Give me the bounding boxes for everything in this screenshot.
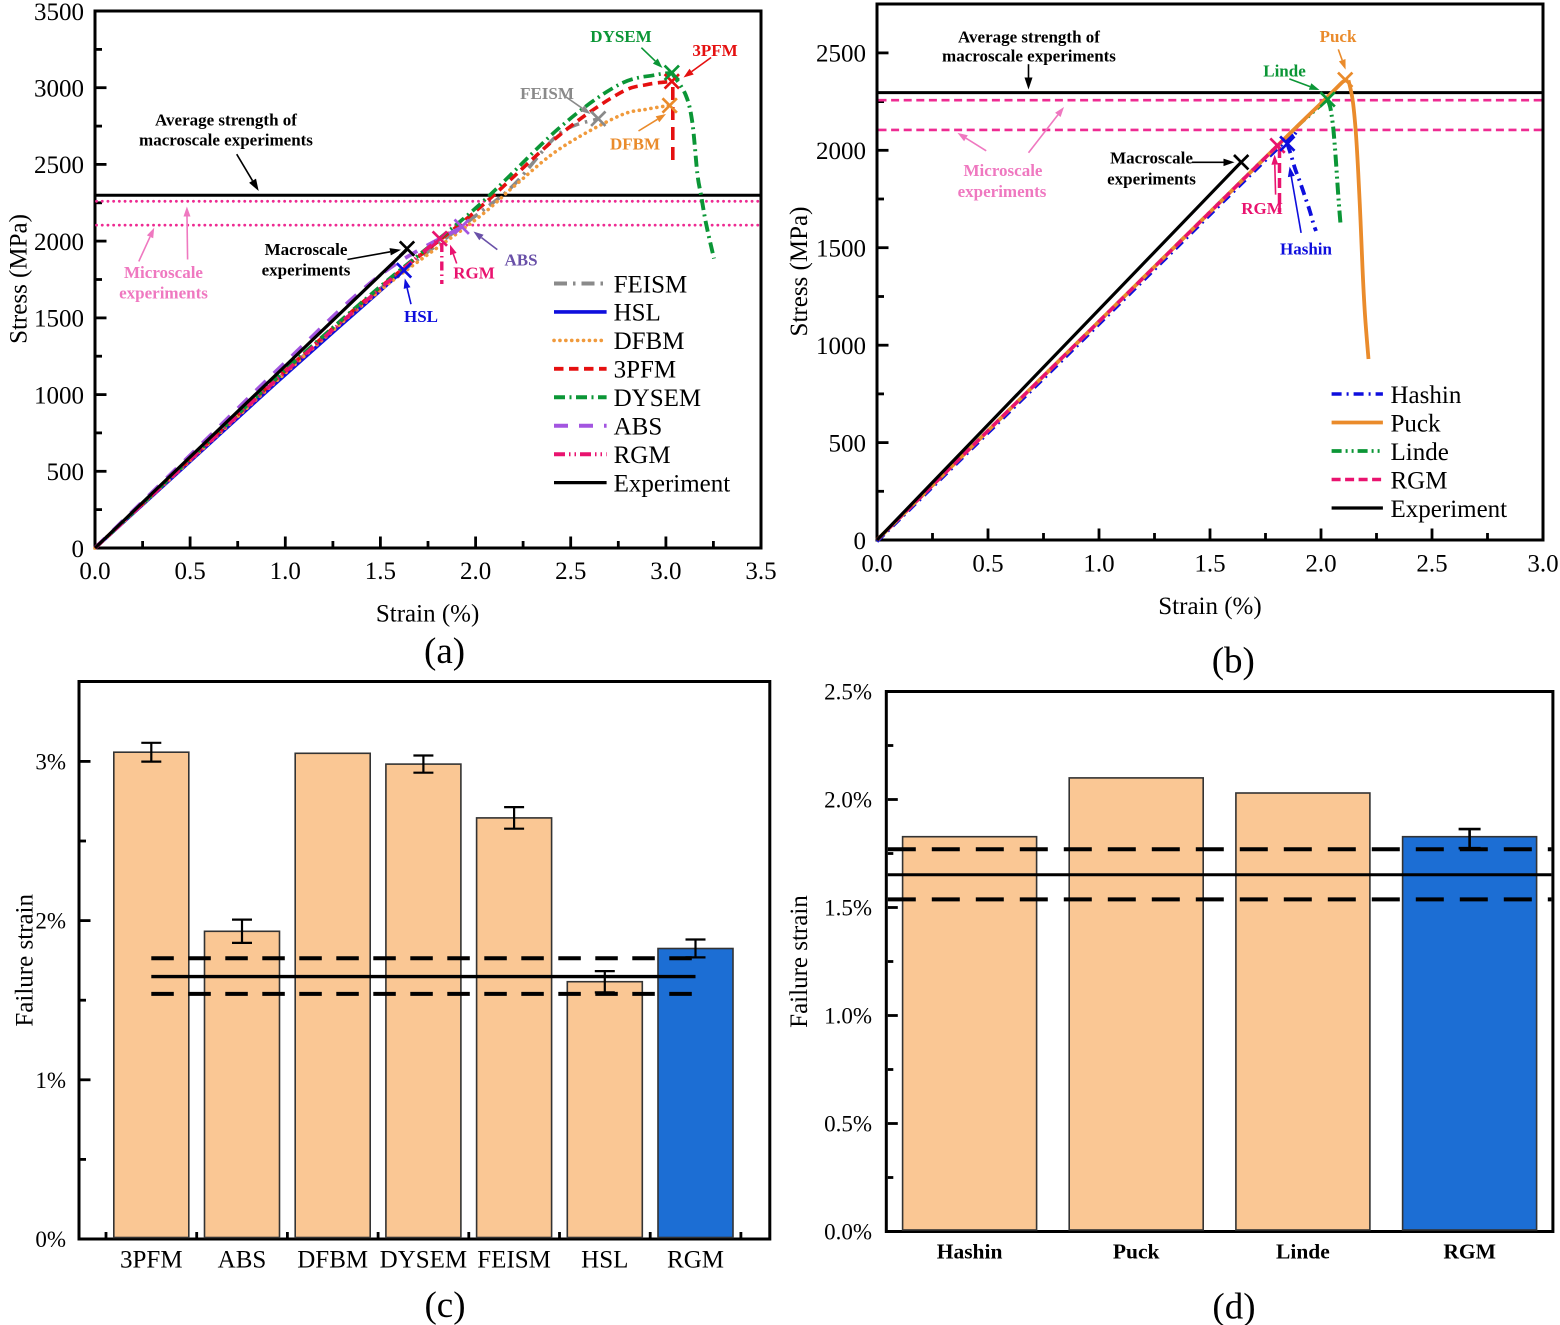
svg-text:HSL: HSL xyxy=(614,300,661,327)
svg-text:Strain (%): Strain (%) xyxy=(1158,593,1261,620)
svg-text:Macroscale: Macroscale xyxy=(1110,148,1193,167)
svg-text:experiments: experiments xyxy=(958,182,1047,201)
svg-text:Hashin: Hashin xyxy=(1280,239,1333,258)
svg-text:3000: 3000 xyxy=(34,75,84,102)
svg-text:500: 500 xyxy=(47,459,85,486)
svg-text:2000: 2000 xyxy=(816,138,866,165)
svg-text:experiments: experiments xyxy=(119,283,208,302)
svg-text:2500: 2500 xyxy=(34,152,84,179)
svg-text:Puck: Puck xyxy=(1391,410,1442,437)
svg-text:RGM: RGM xyxy=(1443,1240,1496,1264)
svg-text:Puck: Puck xyxy=(1113,1240,1160,1264)
svg-text:3.0: 3.0 xyxy=(650,558,681,585)
svg-text:Linde: Linde xyxy=(1276,1240,1330,1264)
svg-text:Failure strain: Failure strain xyxy=(786,895,813,1028)
svg-text:FEISM: FEISM xyxy=(477,1246,551,1273)
svg-text:Hashin: Hashin xyxy=(937,1240,1003,1264)
svg-text:1.0%: 1.0% xyxy=(824,1004,872,1029)
svg-text:2.5: 2.5 xyxy=(555,558,586,585)
svg-text:DYSEM: DYSEM xyxy=(590,27,651,46)
svg-text:1500: 1500 xyxy=(34,306,84,333)
svg-text:0.0: 0.0 xyxy=(861,550,892,577)
svg-text:Stress (MPa): Stress (MPa) xyxy=(786,207,813,337)
svg-text:1.0: 1.0 xyxy=(1083,550,1114,577)
svg-text:3PFM: 3PFM xyxy=(692,41,737,60)
svg-text:DFBM: DFBM xyxy=(614,328,685,355)
svg-text:(a): (a) xyxy=(424,631,465,672)
svg-text:ABS: ABS xyxy=(614,413,663,440)
svg-text:1500: 1500 xyxy=(816,235,866,262)
svg-text:0%: 0% xyxy=(35,1227,66,1252)
svg-text:RGM: RGM xyxy=(667,1246,724,1273)
svg-text:3.5: 3.5 xyxy=(745,558,776,585)
svg-text:1.5: 1.5 xyxy=(365,558,396,585)
svg-text:DFBM: DFBM xyxy=(297,1246,368,1273)
svg-text:0.5: 0.5 xyxy=(174,558,205,585)
svg-text:macroscale experiments: macroscale experiments xyxy=(942,46,1116,65)
svg-text:3%: 3% xyxy=(35,749,66,774)
svg-text:ABS: ABS xyxy=(218,1246,267,1273)
svg-text:2500: 2500 xyxy=(816,41,866,68)
svg-text:0.0: 0.0 xyxy=(79,558,110,585)
svg-text:RGM: RGM xyxy=(1391,467,1448,494)
svg-text:Average strength of: Average strength of xyxy=(155,111,297,130)
svg-text:1.5%: 1.5% xyxy=(824,896,872,921)
svg-text:500: 500 xyxy=(829,430,867,457)
svg-text:2.0: 2.0 xyxy=(460,558,491,585)
svg-text:Macroscale: Macroscale xyxy=(265,240,348,259)
svg-text:Microscale: Microscale xyxy=(124,263,203,282)
svg-text:3.0: 3.0 xyxy=(1527,550,1558,577)
svg-text:FEISM: FEISM xyxy=(614,271,688,298)
svg-text:1%: 1% xyxy=(35,1068,66,1093)
svg-text:FEISM: FEISM xyxy=(520,84,574,103)
svg-text:0.5: 0.5 xyxy=(972,550,1003,577)
svg-text:Experiment: Experiment xyxy=(1391,496,1508,523)
svg-text:Experiment: Experiment xyxy=(614,470,731,497)
svg-text:(c): (c) xyxy=(424,1285,465,1325)
svg-text:2.5%: 2.5% xyxy=(824,680,872,705)
svg-text:Strain (%): Strain (%) xyxy=(376,600,479,627)
svg-text:Failure strain: Failure strain xyxy=(12,893,39,1026)
svg-text:0.5%: 0.5% xyxy=(824,1112,872,1137)
svg-text:(b): (b) xyxy=(1212,640,1255,681)
svg-text:3500: 3500 xyxy=(34,0,84,26)
svg-text:1.0: 1.0 xyxy=(270,558,301,585)
svg-text:0.0%: 0.0% xyxy=(824,1220,872,1245)
svg-text:3PFM: 3PFM xyxy=(120,1246,183,1273)
svg-text:experiments: experiments xyxy=(1107,170,1196,189)
svg-text:(d): (d) xyxy=(1212,1286,1255,1325)
svg-text:1000: 1000 xyxy=(34,382,84,409)
svg-text:ABS: ABS xyxy=(504,250,537,269)
svg-text:macroscale experiments: macroscale experiments xyxy=(139,131,313,150)
svg-text:3PFM: 3PFM xyxy=(614,357,677,384)
svg-text:0: 0 xyxy=(854,528,867,555)
svg-text:Linde: Linde xyxy=(1263,61,1306,80)
svg-text:DYSEM: DYSEM xyxy=(614,385,702,412)
svg-text:0: 0 xyxy=(72,536,85,563)
svg-text:experiments: experiments xyxy=(262,260,351,279)
svg-text:2.0%: 2.0% xyxy=(824,788,872,813)
svg-text:2.5: 2.5 xyxy=(1416,550,1447,577)
svg-text:Microscale: Microscale xyxy=(964,161,1043,180)
svg-text:Hashin: Hashin xyxy=(1391,382,1462,409)
svg-text:1.5: 1.5 xyxy=(1194,550,1225,577)
svg-text:HSL: HSL xyxy=(581,1246,628,1273)
svg-text:1000: 1000 xyxy=(816,333,866,360)
svg-text:DFBM: DFBM xyxy=(610,134,660,153)
svg-text:Average strength of: Average strength of xyxy=(958,27,1100,46)
svg-text:RGM: RGM xyxy=(1241,199,1283,218)
svg-text:Stress (MPa): Stress (MPa) xyxy=(5,214,32,344)
svg-text:2000: 2000 xyxy=(34,229,84,256)
svg-text:HSL: HSL xyxy=(404,307,438,326)
svg-text:2.0: 2.0 xyxy=(1305,550,1336,577)
svg-text:2%: 2% xyxy=(35,909,66,934)
svg-text:Puck: Puck xyxy=(1320,27,1357,46)
svg-text:DYSEM: DYSEM xyxy=(380,1246,468,1273)
svg-text:RGM: RGM xyxy=(453,263,495,282)
svg-text:Linde: Linde xyxy=(1391,439,1449,466)
svg-text:RGM: RGM xyxy=(614,442,671,469)
